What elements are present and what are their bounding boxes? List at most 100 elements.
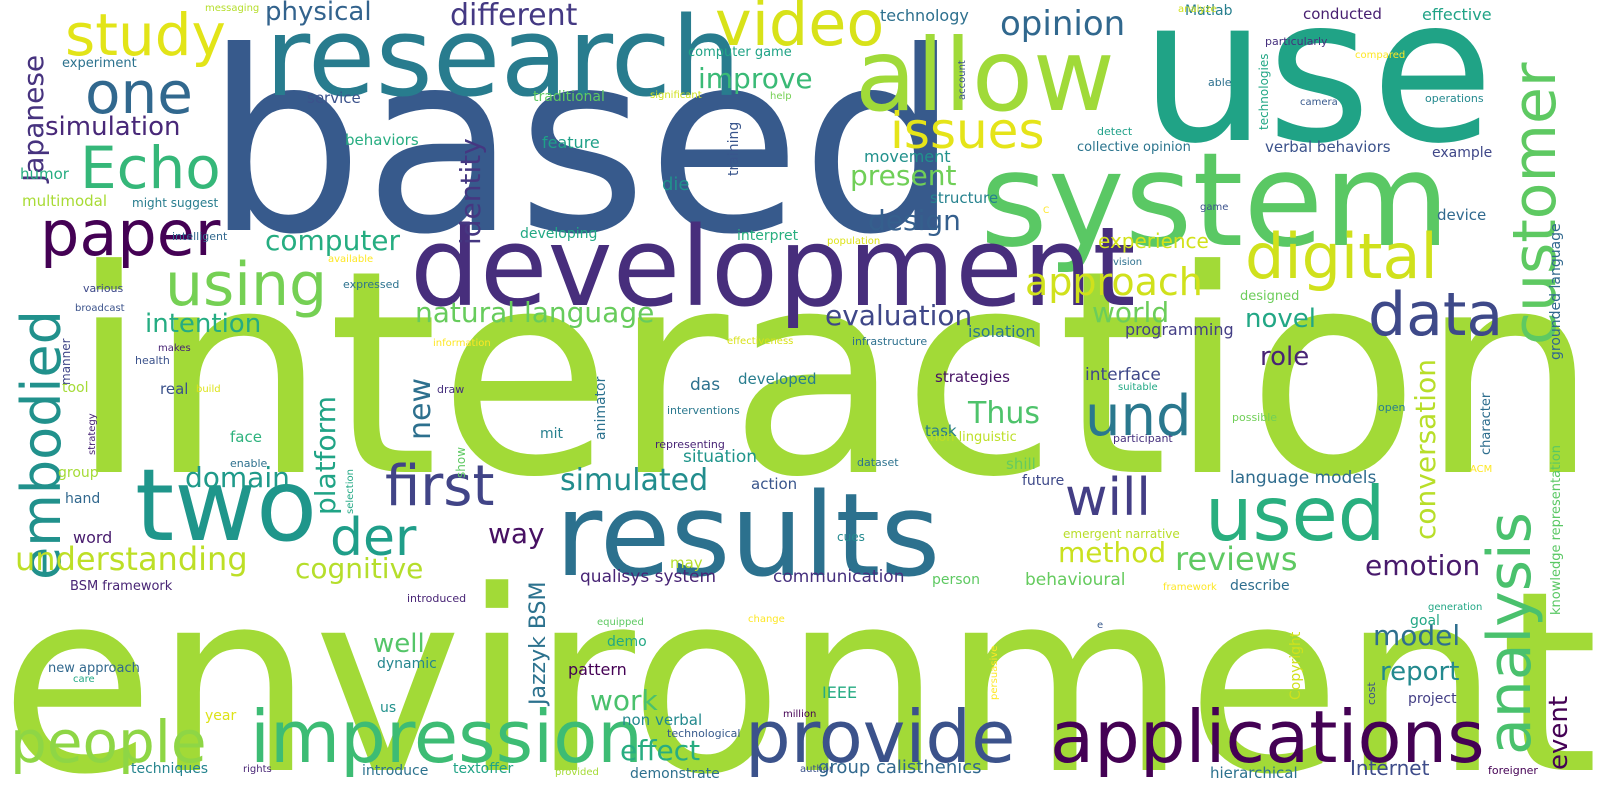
word-das: das <box>690 375 720 395</box>
word-design: design <box>868 204 961 237</box>
word-participant: participant <box>1113 432 1173 445</box>
word-emotion: emotion <box>1365 549 1480 582</box>
word-infrastructure: infrastructure <box>852 335 927 348</box>
word-hand: hand <box>65 491 100 507</box>
word-acm: ACM <box>1470 464 1492 475</box>
word-computer-game: computer game <box>688 45 792 60</box>
word-der: der <box>330 508 417 568</box>
word-knowledge-representation: knowledge representation <box>1549 445 1564 615</box>
word-population: population <box>827 236 880 247</box>
word-traditional: traditional <box>533 89 605 105</box>
word-year: year <box>205 708 236 724</box>
word-group-calisthenics: group calisthenics <box>818 757 982 778</box>
word-foreigner: foreigner <box>1488 764 1538 777</box>
word-developed: developed <box>738 370 816 388</box>
word-pattern: pattern <box>568 660 627 679</box>
word-may: may <box>670 554 703 572</box>
word-intention: intention <box>145 309 261 339</box>
word-allow: allow <box>855 17 1115 134</box>
word-textoffer: textoffer <box>453 761 513 777</box>
word-draw: draw <box>437 383 464 396</box>
word-behaviors: behaviors <box>345 131 419 149</box>
word-information: information <box>433 338 491 349</box>
word-available: available <box>328 254 373 265</box>
word-impression: impression <box>250 695 643 779</box>
word-equipped: equipped <box>597 617 644 628</box>
word-device: device <box>1437 206 1486 224</box>
word-experiment: experiment <box>62 56 137 71</box>
word-thus: Thus <box>967 396 1040 431</box>
word-one: one <box>85 59 193 127</box>
word-identity: identity <box>454 138 487 245</box>
word-present: present <box>850 159 956 192</box>
word-representing: representing <box>655 438 725 451</box>
word-game: game <box>1200 202 1228 213</box>
word-using: using <box>165 250 327 320</box>
word-grounded-language: grounded language <box>1548 223 1564 360</box>
word-demonstrate: demonstrate <box>630 766 720 782</box>
word-enable: enable <box>230 457 268 470</box>
word-evaluation: evaluation <box>825 299 972 332</box>
word-development: development <box>410 203 1136 331</box>
word-generation: generation <box>1428 602 1482 613</box>
word-example: example <box>1432 145 1492 161</box>
word-e: e <box>1097 620 1103 631</box>
word-broadcast: broadcast <box>75 303 125 314</box>
word-interaction: interaction <box>70 210 1599 539</box>
word-person: person <box>932 572 980 588</box>
word-hierarchical: hierarchical <box>1210 764 1298 782</box>
word-reviews: reviews <box>1175 540 1298 578</box>
word-bsm-framework: BSM framework <box>70 579 173 594</box>
word-detect: detect <box>1097 125 1133 138</box>
word-used: used <box>1205 470 1385 558</box>
word-data: data <box>1368 280 1503 350</box>
word-new: new <box>403 378 438 440</box>
word-various: various <box>83 282 124 295</box>
word-messaging: messaging <box>205 3 259 14</box>
word-approach: approach <box>1025 260 1203 304</box>
word-c: C <box>1043 206 1049 216</box>
word-platform: platform <box>309 396 342 515</box>
word-health: health <box>135 354 170 367</box>
word-vision: vision <box>1113 257 1142 268</box>
word-face: face <box>230 428 262 446</box>
word-demo: demo <box>607 634 647 650</box>
word-open: open <box>1378 401 1405 414</box>
word-method: method <box>1058 536 1166 569</box>
word-change: change <box>748 614 785 625</box>
word-cognitive: cognitive <box>295 552 423 585</box>
word-role: role <box>1260 342 1309 372</box>
word-training: training <box>726 122 742 176</box>
word-introduced: introduced <box>407 592 466 605</box>
word-domain: domain <box>185 461 290 494</box>
word-environment: environment <box>0 538 1599 800</box>
word-computer: computer <box>265 224 401 257</box>
word-help: help <box>770 91 792 102</box>
word-strategy: strategy <box>87 413 98 455</box>
word-project: project <box>1408 691 1457 707</box>
word-makes: makes <box>158 343 191 354</box>
word-technology: technology <box>880 6 969 25</box>
word-dataset: dataset <box>857 456 899 469</box>
word-matlab: Matlab <box>1185 3 1233 19</box>
word-rights: rights <box>243 764 272 775</box>
word-particularly: particularly <box>1265 35 1328 48</box>
word-technologies: technologies <box>1257 54 1271 131</box>
word-emergent-narrative: emergent narrative <box>1063 527 1180 541</box>
word-issues: issues <box>890 102 1045 160</box>
word-character: character <box>1479 392 1494 455</box>
word-behavioural: behavioural <box>1025 570 1126 590</box>
word-possible: possible <box>1232 411 1277 424</box>
word-conducted: conducted <box>1303 5 1382 23</box>
word-will: will <box>1065 468 1151 528</box>
word-structure: structure <box>930 189 998 207</box>
word-account: account <box>957 60 968 100</box>
word-well: well <box>373 629 425 659</box>
word-framework: framework <box>1163 582 1217 593</box>
word-cost: cost <box>1365 681 1378 705</box>
word-novel: novel <box>1245 304 1316 334</box>
word-und: und <box>1085 384 1192 449</box>
word-care: care <box>73 674 95 685</box>
word-effective: effective <box>1422 5 1492 24</box>
